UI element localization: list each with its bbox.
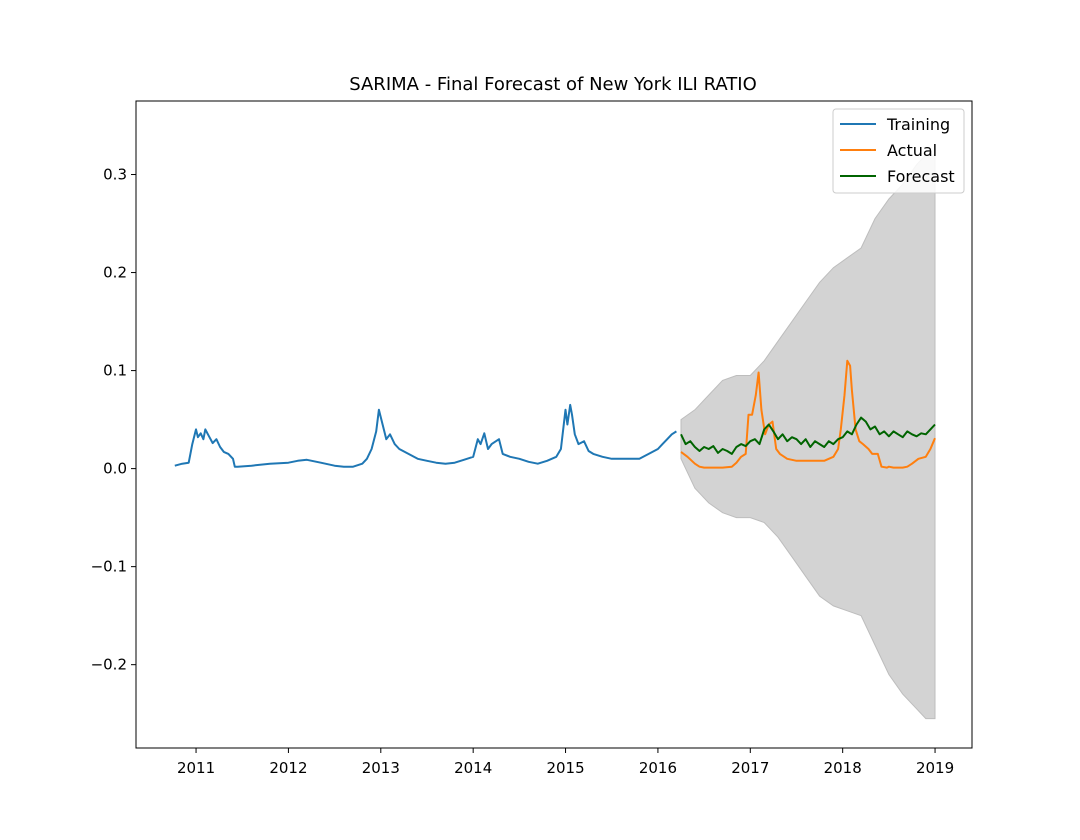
- legend-label-training: Training: [886, 115, 950, 134]
- legend-label-forecast: Forecast: [887, 167, 955, 186]
- x-tick-label: 2013: [362, 759, 400, 777]
- x-axis: 2011 2012 2013 2014 2015 2016 2017 2018 2019: [177, 748, 954, 777]
- x-tick-label: 2016: [639, 759, 677, 777]
- confidence-band-layer: [680, 154, 936, 720]
- x-tick-label: 2014: [454, 759, 492, 777]
- legend-label-actual: Actual: [887, 141, 937, 160]
- x-tick-label: 2019: [916, 759, 954, 777]
- legend: Training Actual Forecast: [832, 108, 965, 194]
- plot-area: [135, 100, 973, 749]
- x-tick-label: 2011: [177, 759, 215, 777]
- y-tick-label: −0.2: [91, 656, 127, 674]
- y-tick-label: −0.1: [91, 558, 127, 576]
- y-tick-label: 0.1: [103, 362, 127, 380]
- x-tick-label: 2015: [546, 759, 584, 777]
- y-tick-label: 0.0: [103, 460, 127, 478]
- series-line-forecast: [680, 416, 936, 455]
- chart-title: SARIMA - Final Forecast of New York ILI …: [349, 74, 757, 95]
- y-tick-label: 0.2: [103, 264, 127, 282]
- legend-box: [832, 108, 965, 194]
- y-axis: −0.2 −0.1 0.0 0.1 0.2 0.3: [91, 166, 136, 674]
- x-tick-label: 2012: [269, 759, 307, 777]
- x-tick-label: 2018: [824, 759, 862, 777]
- series-line-training: [174, 403, 677, 468]
- confidence-band: [680, 154, 936, 720]
- series-layer: [174, 359, 936, 469]
- plot-frame: [135, 100, 973, 749]
- x-tick-label: 2017: [731, 759, 769, 777]
- y-tick-label: 0.3: [103, 166, 127, 184]
- series-line-actual: [680, 359, 936, 469]
